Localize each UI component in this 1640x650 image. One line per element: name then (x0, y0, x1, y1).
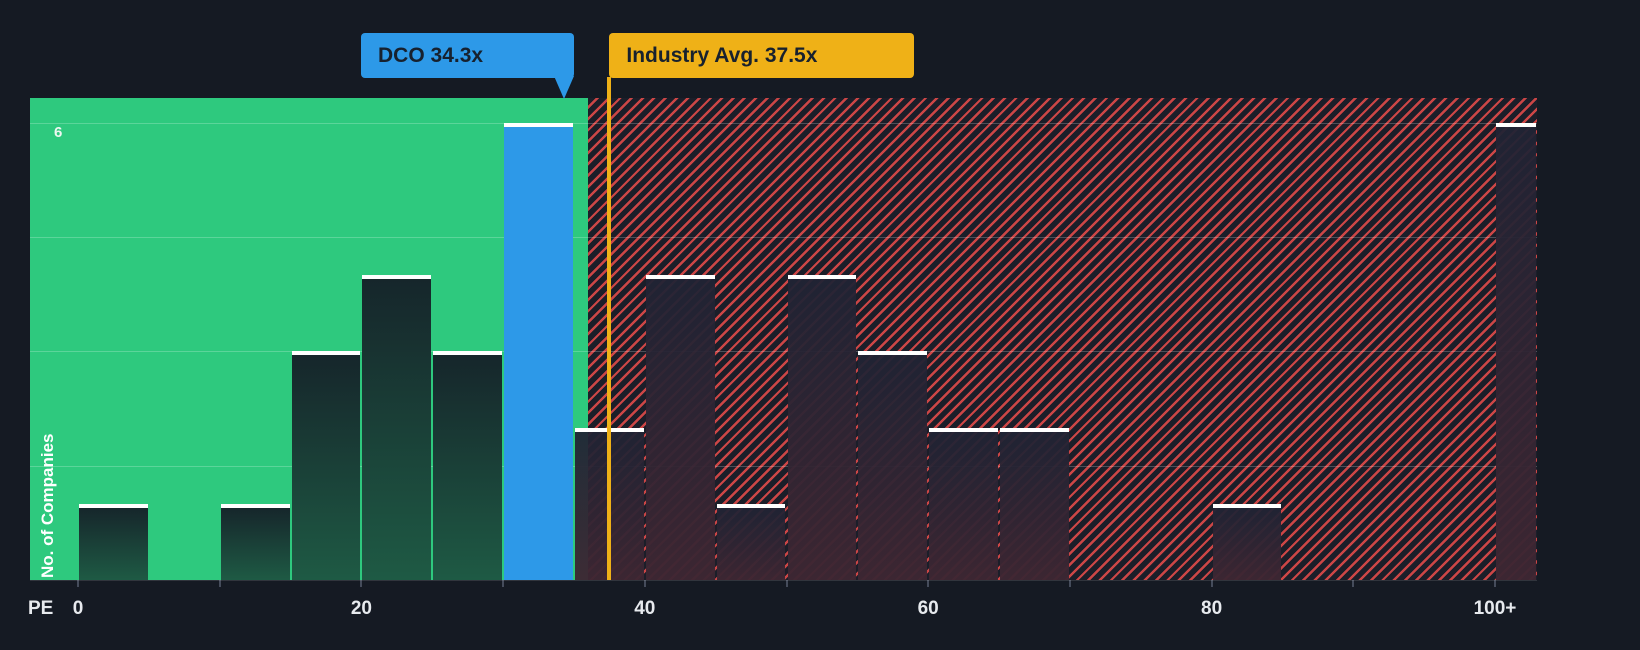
histogram-bar[interactable] (929, 427, 999, 580)
x-axis-line (30, 580, 1537, 581)
x-axis-tick-mark (1494, 580, 1496, 587)
company-bar[interactable] (504, 122, 573, 580)
histogram-bar[interactable] (1496, 122, 1536, 580)
x-axis-tick-mark (77, 580, 79, 587)
industry-average-label: Industry Avg. 37.5x (626, 44, 818, 67)
x-tick-label: 0 (72, 598, 84, 619)
x-tick-label: 80 (1201, 598, 1223, 619)
gridline (30, 351, 1537, 353)
x-axis-tick-mark (1068, 580, 1071, 587)
histogram-bar[interactable] (1000, 427, 1069, 580)
y-axis-title: No. of Companies (38, 433, 57, 578)
zone-above-average (588, 98, 1537, 580)
histogram-bar[interactable] (787, 275, 857, 580)
x-tick-label: 100+ (1473, 598, 1517, 619)
histogram-bar[interactable] (858, 351, 928, 580)
histogram-bar[interactable] (220, 503, 290, 580)
x-axis-title: PE (28, 598, 54, 619)
gridline (30, 237, 1537, 239)
x-axis-tick-mark (785, 580, 788, 587)
x-axis-tick-mark (927, 580, 930, 587)
industry-average-callout: Industry Avg. 37.5x (609, 33, 915, 78)
x-axis-tick-mark (643, 580, 646, 587)
histogram-bar[interactable] (79, 503, 148, 580)
histogram-bar[interactable] (1212, 503, 1282, 580)
histogram-bar[interactable] (362, 275, 432, 580)
x-tick-label: 40 (634, 598, 656, 619)
x-tick-label: 60 (917, 598, 939, 619)
x-axis-tick-mark (1210, 580, 1213, 587)
industry-average-line (607, 77, 612, 580)
company-marker-label: DCO 34.3x (378, 44, 484, 67)
histogram-bar[interactable] (716, 503, 786, 580)
gridline (30, 122, 1537, 124)
company-marker-callout: DCO 34.3x (361, 33, 575, 78)
x-axis-tick-mark (360, 580, 363, 587)
x-axis-tick-mark (1352, 580, 1355, 587)
histogram-bar[interactable] (291, 351, 361, 580)
x-axis-tick-mark (218, 580, 221, 587)
company-callout-pointer-icon (554, 76, 575, 99)
x-axis-tick-mark (502, 580, 505, 587)
y-axis-max-label: 6 (54, 124, 63, 141)
gridline (30, 465, 1537, 467)
histogram-bar[interactable] (433, 351, 503, 580)
x-tick-label: 20 (350, 598, 372, 619)
histogram-bar[interactable] (645, 275, 715, 580)
plot-area: 6 (30, 98, 1537, 580)
